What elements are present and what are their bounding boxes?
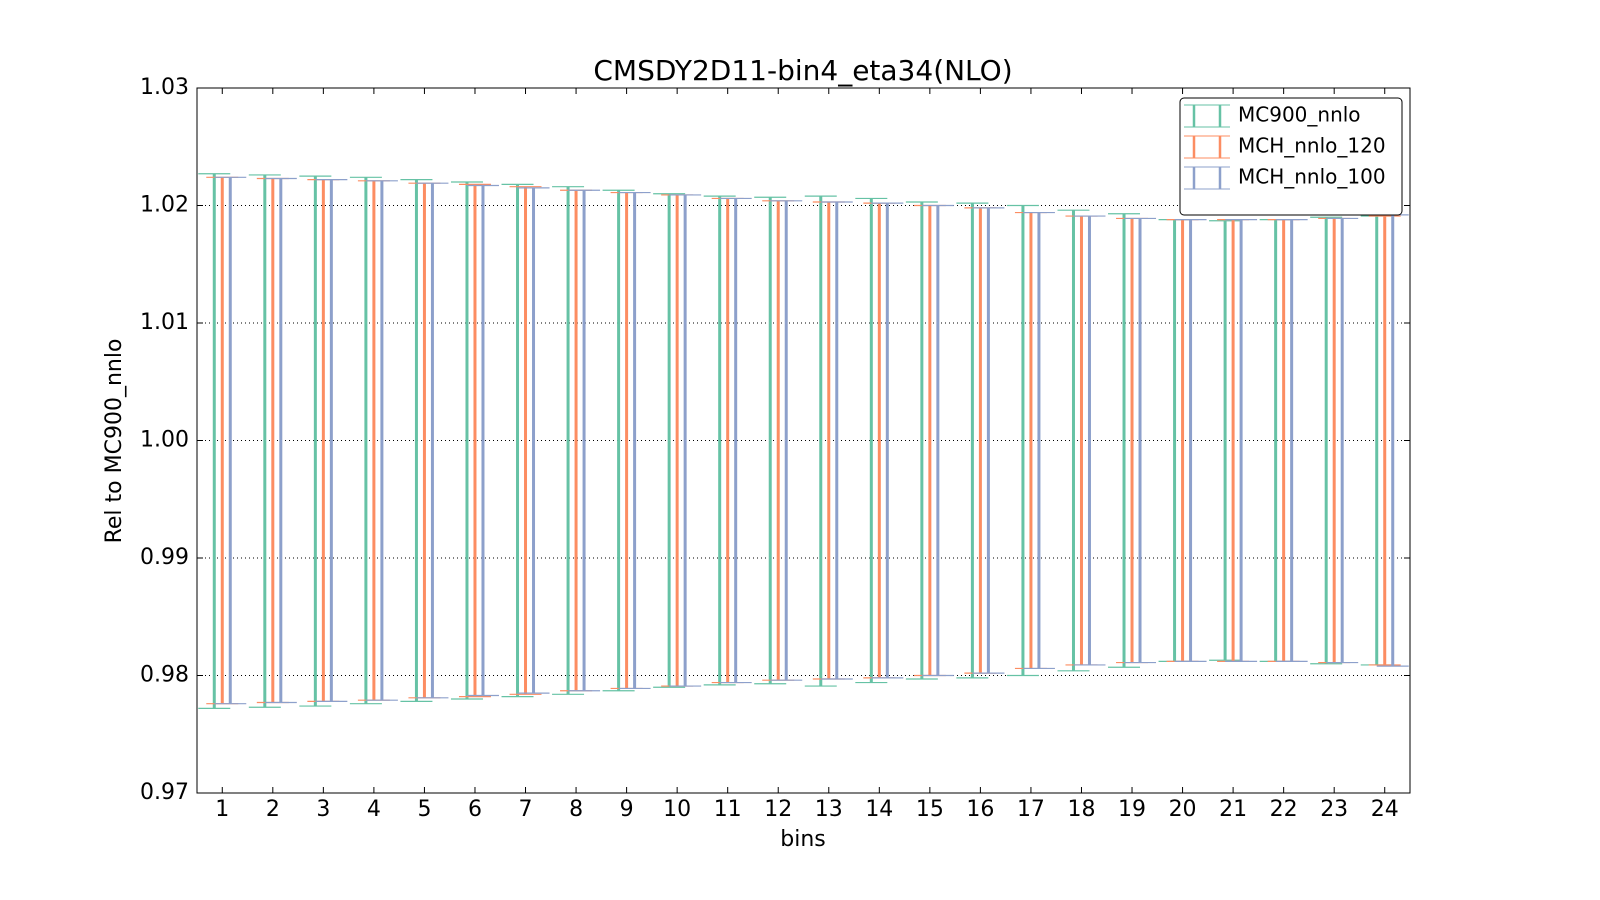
x-tick-label: 21 [1219,797,1247,822]
x-tick-label: 8 [569,797,583,822]
x-tick-label: 2 [266,797,280,822]
x-tick-label: 6 [468,797,482,822]
x-tick-label: 24 [1371,797,1399,822]
x-tick-label: 19 [1118,797,1146,822]
chart-title: CMSDY2D11-bin4_eta34(NLO) [593,54,1012,87]
x-tick-label: 11 [714,797,742,822]
x-tick-label: 20 [1169,797,1197,822]
y-tick-label: 1.03 [140,75,189,100]
plot-frame [196,87,1411,794]
y-tick-label: 0.97 [140,780,189,805]
legend-label: MCH_nnlo_100 [1238,165,1386,189]
y-axis-label: Rel to MC900_nnlo [102,339,127,544]
x-tick-label: 7 [519,797,533,822]
x-tick-label: 23 [1320,797,1348,822]
legend-box [1179,97,1403,216]
x-tick-label: 3 [316,797,330,822]
x-tick-label: 1 [215,797,229,822]
legend-label: MCH_nnlo_120 [1238,134,1386,158]
x-tick-label: 4 [367,797,381,822]
y-tick-label: 1.01 [140,310,189,335]
y-tick-label: 1.02 [140,193,189,218]
x-tick-label: 10 [663,797,691,822]
x-tick-label: 18 [1067,797,1095,822]
legend-label: MC900_nnlo [1238,103,1361,127]
x-tick-label: 9 [620,797,634,822]
x-tick-label: 17 [1017,797,1045,822]
x-tick-label: 5 [417,797,431,822]
y-tick-label: 1.00 [140,428,189,453]
x-tick-label: 22 [1270,797,1298,822]
x-tick-label: 16 [966,797,994,822]
x-tick-label: 15 [916,797,944,822]
x-axis-label: bins [780,827,825,852]
x-tick-label: 13 [815,797,843,822]
y-tick-label: 0.98 [140,663,189,688]
x-tick-label: 14 [865,797,893,822]
x-tick-label: 12 [764,797,792,822]
y-tick-label: 0.99 [140,545,189,570]
